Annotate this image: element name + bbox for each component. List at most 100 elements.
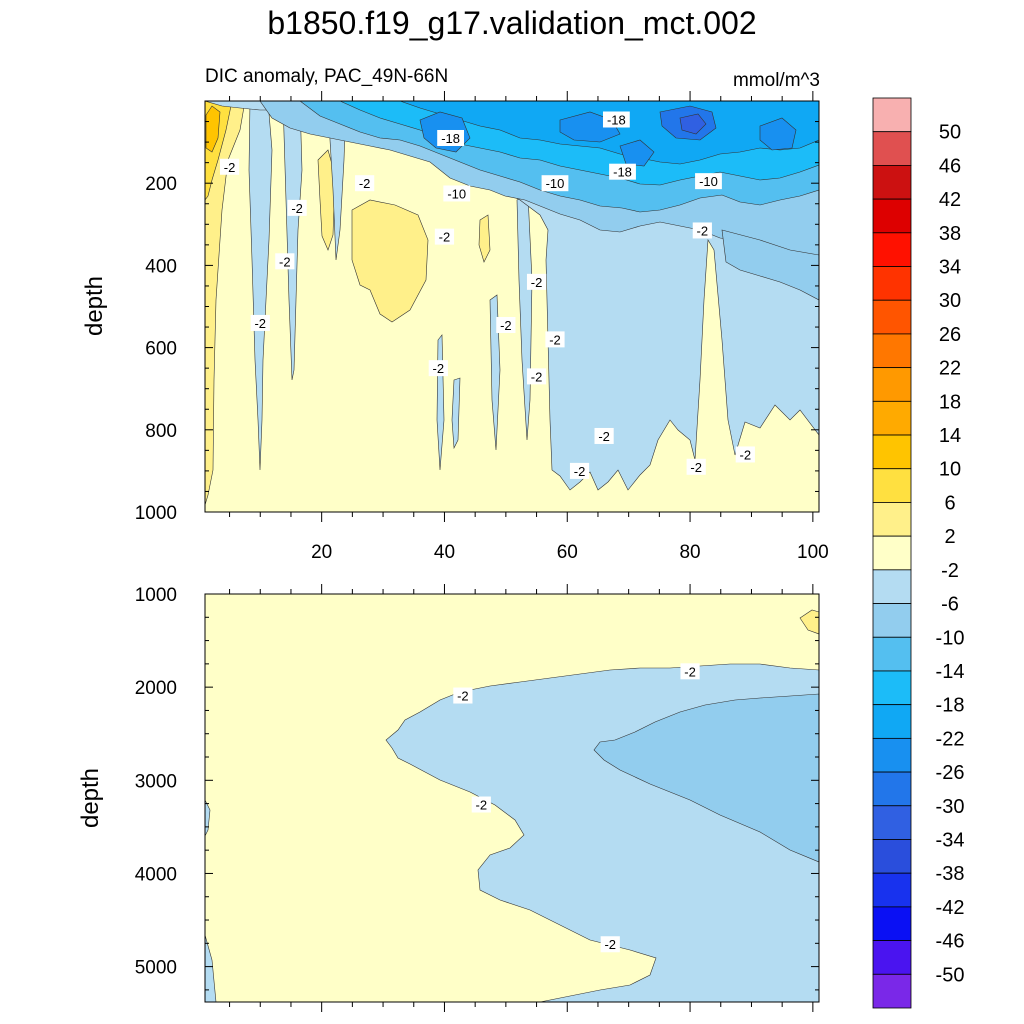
colorbar-level-label: -2	[941, 560, 959, 582]
upper-xtick-label: 20	[311, 542, 332, 563]
lower-contour-label-bg	[453, 687, 473, 704]
colorbar-level-label: -42	[936, 897, 965, 919]
upper-contour-label: -2	[500, 318, 512, 333]
colorbar-swatch	[872, 737, 912, 773]
upper-contour-label-bg	[526, 368, 547, 385]
upper-contour-label: -2	[574, 464, 586, 479]
upper-contour-label: -10	[447, 186, 466, 201]
upper-contour-label: -2	[531, 369, 543, 384]
upper-ytick-label: 800	[145, 421, 177, 442]
upper-ytick-label: 1000	[135, 503, 177, 524]
colorbar-swatch	[872, 569, 912, 604]
lower-contour-label: -2	[684, 664, 696, 679]
upper-cool-slab	[721, 229, 819, 301]
upper-cool-core-d	[619, 139, 655, 167]
colorbar-swatch	[872, 973, 912, 1009]
upper-contour-label-bg	[355, 175, 375, 192]
upper-ytick-label: 200	[145, 174, 177, 195]
upper-contour-label: -2	[291, 201, 303, 216]
colorbar-swatch	[872, 232, 912, 267]
upper-cool-filament-2	[282, 101, 303, 381]
lower-warm-spot	[799, 609, 819, 635]
upper-contour-label: -10	[699, 174, 718, 189]
upper-contour-label-bg	[219, 158, 240, 175]
colorbar-level-label: -34	[936, 829, 965, 851]
colorbar-level-label: -22	[936, 728, 965, 750]
upper-contour-label: -18	[607, 112, 626, 127]
upper-contour-label: -2	[549, 332, 561, 347]
colorbar-swatch	[872, 266, 912, 301]
lower-axis-ticks: 1000 2000 3000 4000 5000	[135, 584, 819, 1012]
upper-ytick-label: 400	[145, 256, 177, 277]
colorbar-level-label: -10	[936, 627, 965, 649]
upper-cool-filament-1	[248, 101, 273, 471]
upper-contour-label-bg	[428, 360, 448, 377]
upper-contour-label-bg	[541, 175, 569, 192]
upper-cool-core-e	[759, 117, 797, 151]
colorbar-level-label: 38	[939, 223, 961, 245]
colorbar-level-label: 34	[939, 257, 961, 279]
colorbar-level-label: -14	[936, 661, 965, 683]
lower-contour-label-bg	[600, 936, 620, 953]
upper-contour-label-bg	[602, 111, 630, 128]
upper-contour-label: -18	[613, 165, 632, 180]
lower-plot-frame	[204, 593, 820, 1003]
upper-contour-label: -2	[433, 361, 445, 376]
colorbar-swatch	[872, 670, 912, 706]
upper-contour-label: -10	[546, 176, 565, 191]
upper-contour-label: -18	[441, 131, 460, 146]
upper-xtick-label: 80	[679, 542, 700, 563]
colorbar-swatch	[872, 502, 912, 537]
lower-cool-core-neg6	[593, 693, 819, 863]
upper-contour-label-bg	[594, 427, 614, 444]
colorbar-level-label: -18	[936, 695, 965, 717]
colorbar-swatch	[872, 839, 912, 874]
lower-ytick-label: 5000	[135, 958, 177, 979]
upper-contour-label: -2	[224, 160, 236, 175]
upper-xtick-label: 60	[557, 542, 578, 563]
upper-contour-label: -2	[740, 447, 752, 462]
units-label: mmol/m^3	[733, 70, 820, 91]
colorbar-swatch	[872, 367, 912, 402]
lower-contour-label: -2	[457, 689, 469, 704]
upper-contour-label-bg	[692, 222, 712, 239]
colorbar-level-label: -38	[936, 863, 965, 885]
upper-contour-label: -2	[359, 176, 371, 191]
upper-warm-blob-b	[317, 149, 336, 251]
colorbar-swatch	[872, 333, 912, 369]
figure-title: b1850.f19_g17.validation_mct.002	[267, 5, 756, 41]
lower-ylabel: depth	[77, 768, 104, 828]
upper-contour-label: -2	[531, 275, 543, 290]
colorbar-swatch	[872, 603, 912, 638]
colorbar-level-label: -46	[936, 931, 965, 953]
lower-contour-label: -2	[604, 937, 616, 952]
lower-contour-fills	[205, 594, 819, 1002]
upper-cool-filament-6	[489, 294, 501, 451]
colorbar-level-label: 2	[944, 526, 955, 548]
lower-ytick-label: 2000	[135, 678, 177, 699]
upper-warm-patch-10-14	[205, 105, 221, 153]
upper-axis-ticks: 200 400 600 800 1000 20 40 60 80 100	[135, 91, 829, 563]
colorbar-swatch	[872, 97, 912, 133]
colorbar-swatch	[872, 165, 912, 200]
upper-contour-label: -2	[697, 223, 709, 238]
upper-contour-label-bg	[569, 462, 590, 479]
colorbar-swatch	[872, 535, 912, 571]
lower-ytick-label: 4000	[135, 864, 177, 885]
colorbar-level-label: 30	[939, 290, 961, 312]
upper-contour-label-bg	[686, 458, 706, 475]
colorbar-level-label: 50	[939, 122, 961, 144]
colorbar: 50 46 42 38 34 30 26 22 18 14 10 6 2 -2 -6 -10 -14 -18 -22…	[872, 97, 965, 1009]
colorbar-level-label: -6	[941, 594, 959, 616]
upper-contour-label-bg	[545, 331, 565, 348]
upper-contour-label-bg	[496, 316, 516, 333]
lower-contour-label: -2	[476, 798, 488, 813]
upper-contour-label-bg	[443, 185, 471, 202]
colorbar-swatch	[872, 131, 912, 166]
colorbar-level-label: 18	[939, 391, 961, 413]
upper-ytick-label: 600	[145, 339, 177, 360]
upper-cool-filament-5	[451, 377, 461, 450]
upper-contour-label: -2	[690, 460, 702, 475]
upper-ylabel: depth	[81, 276, 108, 336]
